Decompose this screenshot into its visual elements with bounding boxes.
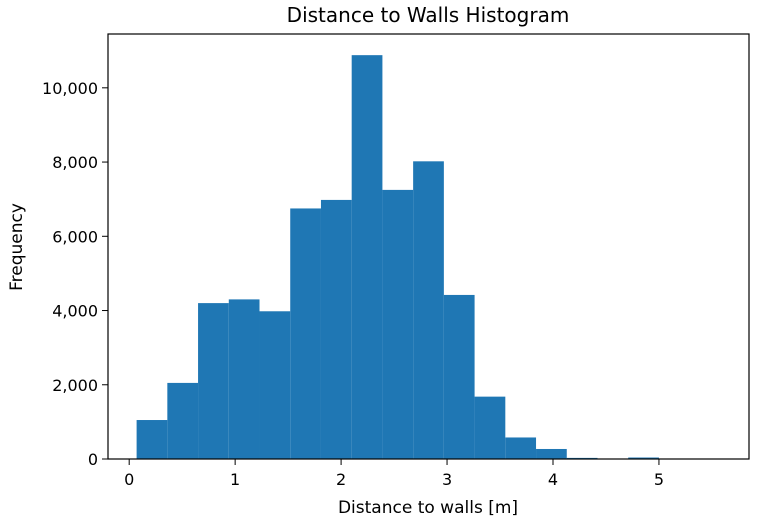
x-tick-label: 4 xyxy=(548,470,558,489)
histogram-bar xyxy=(290,208,321,459)
histogram-bar xyxy=(228,299,260,459)
chart-title: Distance to Walls Histogram xyxy=(287,3,570,27)
y-tick-label: 0 xyxy=(88,450,98,469)
histogram-bar xyxy=(351,55,383,460)
histogram-bar xyxy=(536,448,567,459)
y-tick-label: 8,000 xyxy=(52,153,98,172)
y-axis-ticks: 0 2,000 4,000 6,000 8,000 10,000 xyxy=(42,79,108,469)
histogram-bar xyxy=(382,189,414,459)
y-axis-label: Frequency xyxy=(7,203,27,291)
histogram-bar xyxy=(136,420,168,459)
histogram-bar xyxy=(474,396,506,459)
bars-group xyxy=(136,55,659,460)
x-axis-label: Distance to walls [m] xyxy=(338,498,518,518)
y-tick-label: 10,000 xyxy=(42,79,98,98)
histogram-bar xyxy=(413,161,444,460)
y-tick-label: 4,000 xyxy=(52,302,98,321)
x-tick-label: 0 xyxy=(124,470,134,489)
y-tick-label: 2,000 xyxy=(52,376,98,395)
y-tick-label: 6,000 xyxy=(52,227,98,246)
x-tick-label: 3 xyxy=(442,470,452,489)
x-tick-label: 1 xyxy=(230,470,240,489)
histogram-bar xyxy=(320,199,352,459)
x-tick-label: 5 xyxy=(654,470,664,489)
histogram-bar xyxy=(259,311,291,459)
histogram-bar xyxy=(628,457,659,459)
x-tick-label: 2 xyxy=(336,470,346,489)
histogram-bar xyxy=(505,437,537,459)
histogram-bar xyxy=(443,294,475,459)
histogram-bar xyxy=(167,382,199,459)
histogram-bar xyxy=(198,303,229,459)
x-axis-ticks: 0 1 2 3 4 5 xyxy=(124,459,664,489)
plot-frame xyxy=(107,33,750,460)
